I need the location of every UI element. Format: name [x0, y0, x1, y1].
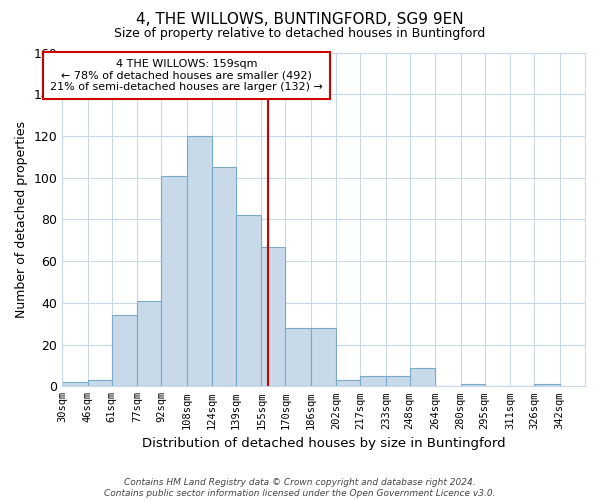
Bar [262, 246, 286, 386]
Bar [161, 176, 187, 386]
Bar [137, 301, 161, 386]
Bar [212, 167, 236, 386]
Bar [360, 376, 386, 386]
Bar [386, 376, 410, 386]
Bar [62, 382, 88, 386]
Bar [112, 316, 137, 386]
Bar [236, 215, 262, 386]
Bar [337, 380, 360, 386]
Text: 4, THE WILLOWS, BUNTINGFORD, SG9 9EN: 4, THE WILLOWS, BUNTINGFORD, SG9 9EN [136, 12, 464, 28]
Bar [461, 384, 485, 386]
Text: Contains HM Land Registry data © Crown copyright and database right 2024.
Contai: Contains HM Land Registry data © Crown c… [104, 478, 496, 498]
Bar [88, 380, 112, 386]
Text: 4 THE WILLOWS: 159sqm
← 78% of detached houses are smaller (492)
21% of semi-det: 4 THE WILLOWS: 159sqm ← 78% of detached … [50, 59, 323, 92]
Bar [311, 328, 337, 386]
X-axis label: Distribution of detached houses by size in Buntingford: Distribution of detached houses by size … [142, 437, 505, 450]
Y-axis label: Number of detached properties: Number of detached properties [15, 121, 28, 318]
Bar [187, 136, 212, 386]
Bar [410, 368, 435, 386]
Text: Size of property relative to detached houses in Buntingford: Size of property relative to detached ho… [115, 28, 485, 40]
Bar [534, 384, 560, 386]
Bar [286, 328, 311, 386]
